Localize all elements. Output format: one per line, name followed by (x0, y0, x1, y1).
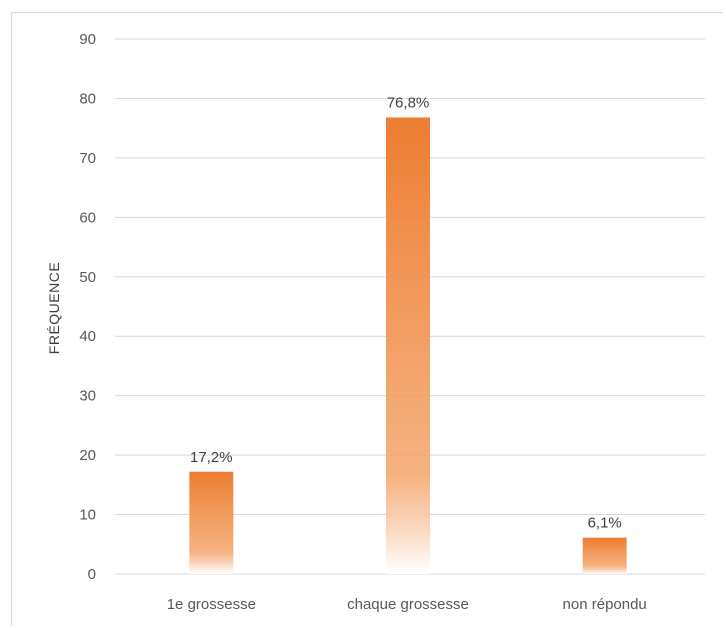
y-tick-label: 60 (79, 209, 96, 226)
y-tick-label: 70 (79, 150, 96, 167)
y-tick-label: 50 (79, 269, 96, 286)
category-label: chaque grossesse (347, 596, 469, 613)
bars (189, 117, 627, 574)
bar (386, 117, 430, 574)
bar (582, 537, 627, 574)
y-axis-label: FRÉQUENCE (46, 262, 62, 354)
data-label: 17,2% (190, 449, 233, 466)
data-label: 76,8% (387, 94, 430, 111)
y-axis-ticks: 0 10 20 30 40 50 60 70 80 90 (79, 31, 96, 583)
y-tick-label: 20 (79, 447, 96, 464)
category-label: 1e grossesse (167, 596, 256, 613)
y-tick-label: 10 (79, 507, 96, 524)
y-tick-label: 80 (79, 90, 96, 107)
y-tick-label: 40 (79, 328, 96, 345)
y-tick-label: 30 (79, 388, 96, 405)
chart-frame (11, 12, 723, 626)
data-label: 6,1% (588, 515, 622, 532)
bar (189, 471, 234, 574)
x-axis-categories: 1e grossesse chaque grossesse non répondu (167, 596, 647, 613)
data-labels: 17,2% 76,8% 6,1% (190, 94, 622, 531)
y-tick-label: 0 (88, 566, 96, 583)
category-label: non répondu (563, 596, 647, 613)
y-tick-label: 90 (79, 31, 96, 48)
